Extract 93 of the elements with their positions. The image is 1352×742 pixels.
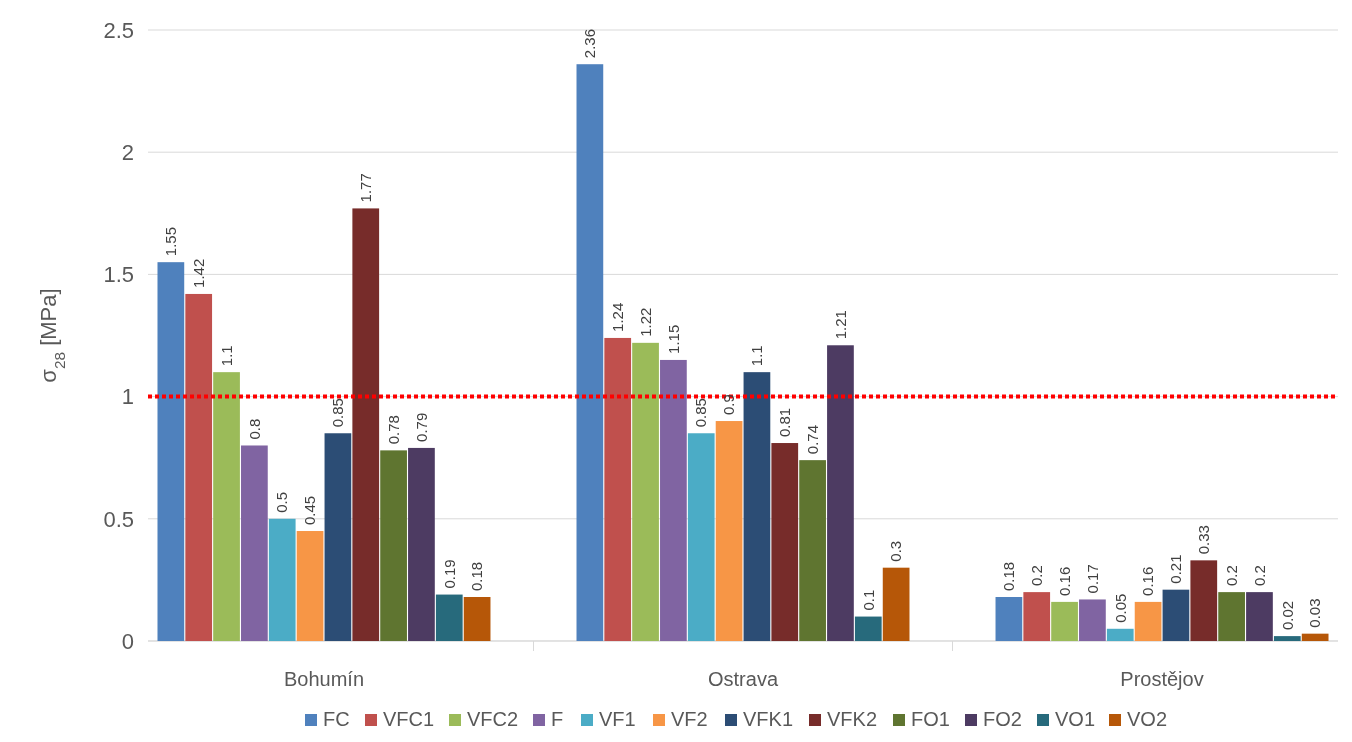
data-label: 2.36 (581, 29, 599, 59)
bar (1162, 589, 1190, 641)
data-label: 0.8 (245, 418, 263, 440)
bar (157, 262, 185, 641)
bar (1218, 592, 1245, 641)
legend-label: FC (323, 708, 350, 730)
bar (1190, 560, 1218, 641)
data-label: 1.55 (162, 226, 180, 257)
bar (576, 64, 604, 641)
data-label: 1.42 (189, 258, 207, 288)
data-label: 0.18 (468, 561, 486, 592)
data-label: 0.79 (412, 412, 430, 442)
legend-label: VFC2 (467, 708, 519, 730)
legend-label: VFK2 (827, 708, 878, 730)
x-tick-label: Prostějov (1120, 668, 1204, 690)
data-label: 0.21 (1167, 554, 1185, 584)
bar (1051, 601, 1078, 641)
bar (185, 293, 213, 641)
bar (380, 450, 407, 641)
legend-label: VF1 (599, 708, 636, 730)
y-tick-label: 2 (121, 139, 134, 165)
data-label: 0.33 (1195, 525, 1213, 555)
bar (1301, 633, 1329, 641)
data-label: 0.9 (720, 394, 738, 416)
bar (743, 372, 771, 641)
data-label: 0.85 (329, 398, 347, 428)
data-label: 0.02 (1278, 600, 1296, 631)
legend-label: VFC1 (383, 708, 435, 730)
data-label: 0.45 (301, 495, 319, 526)
data-label: 0.1 (859, 589, 877, 611)
y-tick-label: 1.5 (103, 262, 134, 288)
legend-label: FO1 (911, 708, 950, 730)
bar (604, 337, 632, 641)
bar (213, 372, 240, 641)
legend-label: VO2 (1127, 708, 1168, 730)
bar (1134, 601, 1162, 641)
data-label: 1.15 (664, 324, 682, 354)
y-tick-label: 1 (121, 384, 134, 410)
data-label: 1.24 (608, 302, 626, 332)
legend-label: FO2 (983, 708, 1022, 730)
bar (463, 597, 491, 641)
y-tick-label: 2.5 (103, 17, 134, 43)
bar (715, 421, 743, 641)
legend-label: VO1 (1055, 708, 1096, 730)
data-label: 0.18 (1000, 561, 1018, 592)
bar (660, 359, 687, 641)
data-label: 0.85 (692, 398, 710, 428)
data-label: 1.22 (636, 307, 654, 337)
bar (1246, 592, 1273, 641)
bar (352, 208, 380, 641)
bar (435, 594, 463, 641)
data-label: 0.2 (1222, 565, 1240, 587)
data-label: 0.05 (1111, 593, 1129, 623)
data-label: 0.19 (440, 559, 458, 589)
data-label: 0.03 (1306, 598, 1324, 628)
legend-label: F (551, 708, 564, 730)
bar (1079, 599, 1106, 641)
bar (241, 445, 268, 641)
bar (882, 567, 910, 641)
bar (771, 443, 799, 641)
bar (1106, 628, 1134, 641)
data-label: 0.2 (1250, 565, 1268, 587)
data-label: 1.21 (831, 310, 849, 340)
bar (687, 433, 715, 641)
legend-label: VF2 (671, 708, 708, 730)
y-tick-label: 0.5 (103, 506, 134, 532)
y-tick-label: 0 (121, 628, 134, 654)
bar (632, 342, 659, 641)
bar (827, 345, 854, 641)
data-label: 0.16 (1139, 566, 1157, 596)
x-tick-label: Bohumín (283, 668, 365, 690)
data-label: 0.78 (384, 415, 402, 445)
data-label: 0.5 (273, 491, 291, 513)
data-label: 0.17 (1083, 564, 1101, 594)
data-label: 0.74 (803, 424, 821, 455)
data-label: 0.3 (887, 540, 905, 562)
legend-label: VFK1 (743, 708, 794, 730)
bar (268, 518, 296, 641)
bar (799, 460, 826, 641)
bar (995, 597, 1023, 641)
data-label: 0.2 (1027, 565, 1045, 587)
bar (324, 433, 352, 641)
x-tick-label: Ostrava (707, 668, 779, 690)
bar (1273, 636, 1301, 641)
bar (296, 531, 324, 641)
bar (408, 447, 435, 641)
bar (854, 616, 882, 641)
bar (1023, 592, 1051, 641)
data-label: 0.81 (776, 407, 794, 438)
data-label: 1.1 (748, 345, 766, 367)
data-label: 1.77 (357, 173, 374, 203)
data-label: 1.1 (217, 345, 235, 367)
data-label: 0.16 (1055, 566, 1073, 596)
